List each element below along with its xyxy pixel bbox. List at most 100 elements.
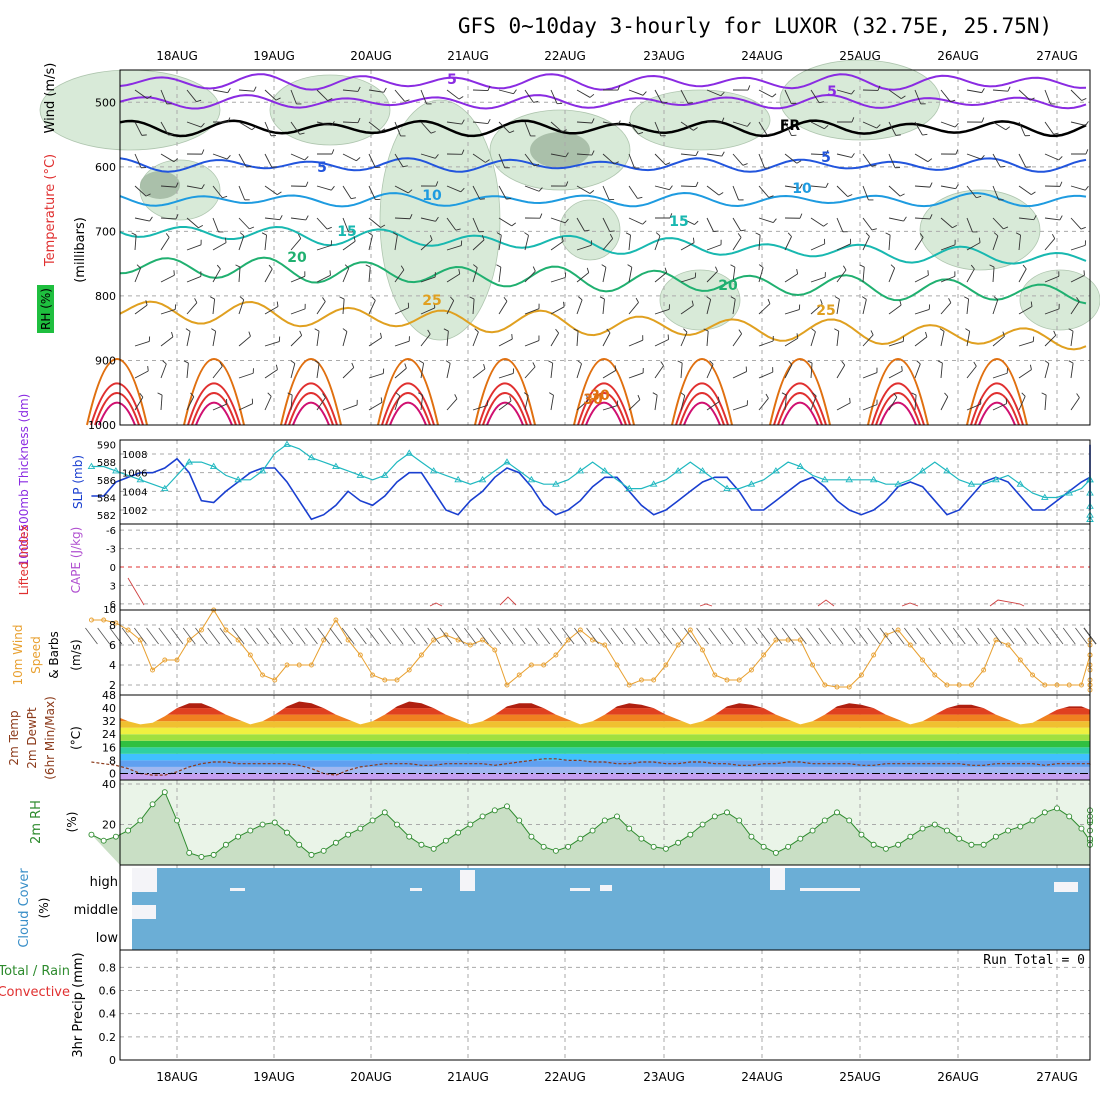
wind-barb-shaft xyxy=(1070,301,1080,315)
wind-barb-shaft xyxy=(212,217,219,233)
ylabel-temperature: Temperature (°C) xyxy=(43,154,58,267)
rh-marker xyxy=(699,821,706,828)
wind-barb-shaft xyxy=(732,185,739,201)
rh-shading xyxy=(629,89,771,151)
thickness-marker xyxy=(576,467,585,474)
wind-barb-flag xyxy=(577,360,582,365)
wind-barb xyxy=(576,185,595,194)
wind-barb-flag xyxy=(487,118,491,124)
slp-tick-label: 1006 xyxy=(122,469,147,480)
wind-barb-flag xyxy=(1076,393,1080,398)
contour-label: 30 xyxy=(583,392,603,408)
wind-barb xyxy=(238,185,250,201)
wind-speed-marker xyxy=(247,652,253,658)
wind-barb-flag xyxy=(877,85,881,91)
wind-barb-shaft xyxy=(706,244,722,251)
wind-barb-shaft xyxy=(758,303,771,315)
rh-marker xyxy=(149,801,156,808)
wind-speed-marker xyxy=(871,652,877,658)
wind-barb-shaft xyxy=(342,267,350,283)
wind-barb xyxy=(290,303,306,315)
boundary-layer-contour xyxy=(86,358,148,426)
temp-band xyxy=(120,727,1090,735)
boundary-layer-contour xyxy=(187,382,241,426)
wind-barb xyxy=(290,89,302,105)
wind10-barb xyxy=(329,627,343,645)
wind10-barb xyxy=(85,627,98,645)
ylabel-cloud-unit: (%) xyxy=(37,898,51,919)
wind-barb xyxy=(134,264,142,283)
wind-speed-marker xyxy=(932,672,938,678)
wind-barb-shaft xyxy=(186,396,195,411)
wind-barb xyxy=(966,399,982,411)
wind-barb-shaft xyxy=(758,217,774,223)
wind-barb xyxy=(186,392,195,411)
wind-barb xyxy=(732,329,743,347)
wind-barb-flag xyxy=(955,149,959,155)
wind-barb-flag xyxy=(720,91,725,97)
thickness-marker xyxy=(1016,480,1025,487)
contour-label: 5 xyxy=(447,72,457,88)
wind-barb-flag xyxy=(350,197,357,200)
wind-barb-shaft xyxy=(264,217,280,221)
wind-barb xyxy=(420,216,439,222)
wind-barb-shaft xyxy=(134,121,143,136)
wind-barb xyxy=(446,240,463,251)
temp-band xyxy=(120,701,1090,709)
wind-barb-shaft xyxy=(186,217,199,229)
wind-barb-shaft xyxy=(1018,268,1027,283)
wind-barb xyxy=(160,304,177,315)
wind-barb-flag xyxy=(963,296,969,300)
wind-barb xyxy=(602,233,614,251)
wind-barb-flag xyxy=(746,122,751,127)
wind-barb xyxy=(134,89,152,100)
date-label-top: 23AUG xyxy=(643,49,685,63)
wind-barb-shaft xyxy=(186,363,189,379)
wind-barb-flag xyxy=(834,296,840,300)
wind-barb-flag xyxy=(219,361,223,367)
wind-barb-flag xyxy=(460,187,465,193)
wind-barb-shaft xyxy=(186,275,202,283)
wind-barb-flag xyxy=(981,117,985,123)
wind-barb-flag xyxy=(929,214,933,220)
wind-barb-shaft xyxy=(1070,397,1080,411)
boundary-layer-contour xyxy=(573,358,635,426)
wind-barb-flag xyxy=(1085,121,1089,126)
wind-barb-flag xyxy=(1058,156,1063,161)
wind-speed-marker xyxy=(1030,672,1036,678)
wind-barb xyxy=(914,360,921,379)
wind-barb xyxy=(550,181,569,187)
wind-barb xyxy=(160,182,179,188)
wind-barb xyxy=(966,88,985,94)
temp-tick-label: 8 xyxy=(109,754,116,767)
wind-barb-flag xyxy=(185,328,191,332)
ylabel-wind-unit: (m/s) xyxy=(69,639,83,670)
wind-barb-shaft xyxy=(1044,153,1059,161)
wind-barb-flag xyxy=(322,393,326,398)
wind-speed-marker xyxy=(553,652,559,658)
rh-marker xyxy=(210,851,217,858)
wind-barb xyxy=(966,237,981,251)
wind-barb-flag xyxy=(427,329,431,335)
wind-barb xyxy=(888,185,905,197)
wind-barb-shaft xyxy=(836,185,848,197)
wind-barb-shaft xyxy=(290,89,297,105)
wind-barb xyxy=(940,239,956,251)
wind-barb-flag xyxy=(224,237,227,243)
wind-barb-flag xyxy=(601,264,607,268)
wind-barb xyxy=(628,185,643,199)
rh-marker xyxy=(345,831,352,838)
wind-barb xyxy=(498,89,517,95)
wind-barb xyxy=(758,89,777,98)
precip-tick-label: 0.4 xyxy=(99,1008,117,1021)
wind-barb xyxy=(836,238,852,251)
wind-speed-marker xyxy=(125,627,131,633)
wind-barb-flag xyxy=(638,132,644,135)
wind-barb-shaft xyxy=(264,235,267,251)
temp-band xyxy=(120,747,1090,754)
wind-barb-shaft xyxy=(810,303,823,315)
wind-speed-marker xyxy=(345,637,351,643)
wind-barb-flag xyxy=(766,133,772,136)
wind-barb xyxy=(602,217,615,232)
wind-barb-flag xyxy=(147,365,149,372)
